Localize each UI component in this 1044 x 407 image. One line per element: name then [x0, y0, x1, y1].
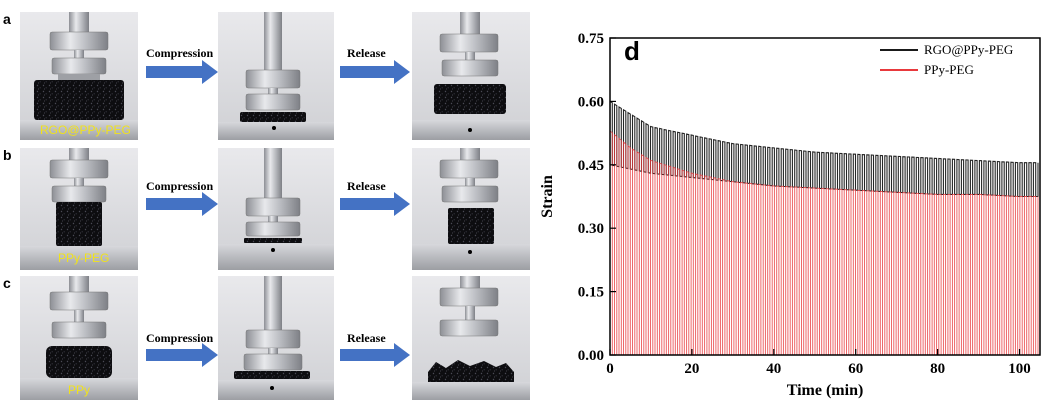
- chart-ticks: 0 20 40 60 80 100 0.00 0.15 0.30 0.45 0.60 0.75: [578, 31, 1031, 377]
- right-arrow-icon: [340, 343, 410, 367]
- photo-c-compressed: [218, 276, 334, 400]
- x-tick-label: 100: [1008, 361, 1031, 377]
- y-axis-title: Strain: [539, 175, 556, 218]
- row-c: c PPy Compression Releas: [3, 275, 530, 400]
- photo-label-c: PPy: [68, 383, 90, 397]
- right-arrow-icon: [340, 192, 410, 216]
- chart-frame: [609, 37, 1041, 356]
- svg-text:Release: Release: [347, 331, 386, 345]
- photo-b-before: PPy-PEG: [20, 148, 138, 270]
- y-tick-label: 0.00: [578, 348, 604, 364]
- photo-a-compressed: [218, 12, 334, 140]
- compression-arrow-b: Compression: [146, 179, 218, 216]
- x-tick-label: 40: [766, 361, 781, 377]
- y-tick-label: 0.60: [578, 94, 604, 110]
- panel-letter-b: b: [3, 147, 12, 163]
- chart-panel-label: d: [624, 36, 640, 66]
- chart-legend: RGO@PPy-PEG PPy-PEG: [880, 42, 1013, 77]
- chart-series-layer: [609, 100, 1039, 356]
- strain-chart: 0 20 40 60 80 100 0.00 0.15 0.30 0.45 0.60 0.75 d T…: [539, 31, 1041, 399]
- legend-label: PPy-PEG: [924, 62, 974, 77]
- panel-letter-a: a: [3, 11, 11, 27]
- compression-arrow-c: Compression: [146, 331, 218, 367]
- right-arrow-icon: [146, 60, 218, 84]
- compression-arrow-a: Compression: [146, 46, 218, 84]
- x-tick-label: 80: [930, 361, 945, 377]
- svg-text:Release: Release: [347, 46, 386, 60]
- photo-b-compressed: [218, 148, 334, 270]
- right-arrow-icon: [146, 343, 218, 367]
- photo-a-released: [412, 12, 530, 140]
- photo-b-released: [412, 148, 530, 270]
- x-tick-label: 60: [848, 361, 863, 377]
- release-arrow-a: Release: [340, 46, 410, 84]
- y-tick-label: 0.75: [578, 31, 604, 47]
- row-b: b PPy-PEG Compression Re: [3, 147, 530, 270]
- photo-c-before: PPy: [20, 276, 138, 400]
- svg-text:Compression: Compression: [146, 46, 213, 60]
- x-tick-label: 0: [606, 361, 614, 377]
- svg-text:Release: Release: [347, 179, 386, 193]
- x-axis-title: Time (min): [787, 382, 864, 399]
- photo-c-released: [412, 276, 530, 400]
- y-tick-label: 0.15: [578, 285, 604, 301]
- legend-label: RGO@PPy-PEG: [924, 42, 1013, 57]
- row-a: a RGO@PPy-PEG Compression: [3, 11, 530, 140]
- svg-text:Compression: Compression: [146, 179, 213, 193]
- release-arrow-c: Release: [340, 331, 410, 367]
- series-line: [609, 100, 1039, 198]
- photo-label-b: PPy-PEG: [58, 251, 109, 265]
- release-arrow-b: Release: [340, 179, 410, 216]
- series-rgo-ppy-peg: [609, 100, 1039, 198]
- photo-a-before: RGO@PPy-PEG: [20, 12, 138, 140]
- sample-rgo-ppy-peg: [34, 80, 124, 120]
- photo-label-a: RGO@PPy-PEG: [40, 123, 131, 137]
- svg-text:Compression: Compression: [146, 331, 213, 345]
- right-arrow-icon: [340, 60, 410, 84]
- y-tick-label: 0.45: [578, 158, 604, 174]
- right-arrow-icon: [146, 192, 218, 216]
- panel-letter-c: c: [3, 275, 11, 291]
- x-tick-label: 20: [684, 361, 699, 377]
- y-tick-label: 0.30: [578, 221, 604, 237]
